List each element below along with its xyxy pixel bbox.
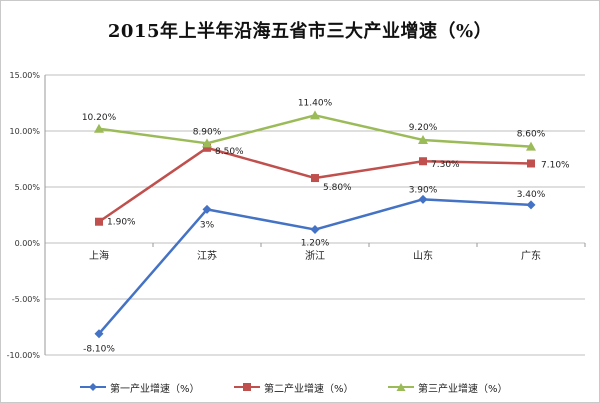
data-point: [526, 200, 536, 210]
data-point: [202, 204, 212, 214]
data-point: [419, 157, 427, 166]
data-label: 5.80%: [323, 183, 352, 193]
data-label: 7.30%: [431, 160, 460, 170]
legend-item-series-1: 第一产业增速（%）: [80, 377, 200, 397]
data-label: 8.60%: [517, 130, 546, 140]
chart-title: 2015年上半年沿海五省市三大产业增速（%）: [107, 21, 493, 42]
series-line: [98, 146, 532, 223]
data-label: 3%: [200, 220, 215, 230]
data-point: [310, 110, 320, 120]
series-line: [98, 198, 532, 335]
y-tick-label: 15.00%: [9, 71, 40, 80]
legend-swatch-triangle: [388, 383, 414, 391]
data-label: 8.90%: [193, 127, 222, 137]
x-tick-label: 江苏: [197, 249, 217, 262]
data-point: [203, 143, 211, 152]
legend-swatch-diamond: [80, 383, 106, 391]
y-tick-label: 5.00%: [15, 183, 41, 192]
data-label: 3.90%: [409, 185, 438, 195]
data-label: -8.10%: [83, 345, 115, 355]
data-label: 8.50%: [215, 147, 244, 157]
x-tick-label: 上海: [89, 249, 109, 262]
data-label: 1.90%: [107, 218, 136, 228]
y-tick-label: 0.00%: [15, 239, 41, 248]
data-point: [526, 141, 536, 151]
data-label: 9.20%: [409, 123, 438, 133]
data-point: [94, 329, 104, 339]
data-label: 7.10%: [541, 160, 570, 170]
data-point: [418, 134, 428, 144]
legend-swatch-square: [234, 383, 260, 391]
data-point: [310, 225, 320, 235]
data-label: 11.40%: [298, 98, 333, 108]
y-tick-label: -5.00%: [12, 295, 41, 304]
y-tick-label: -10.00%: [7, 351, 41, 360]
legend-label-series-2: 第二产业增速（%）: [264, 383, 354, 395]
x-tick-label: 广东: [521, 249, 541, 262]
legend-label-series-1: 第一产业增速（%）: [110, 383, 200, 395]
data-point: [527, 159, 535, 168]
data-point: [95, 217, 103, 226]
data-label: 3.40%: [517, 190, 546, 200]
x-tick-label: 山东: [413, 249, 433, 262]
legend-label-series-3: 第三产业增速（%）: [418, 383, 508, 395]
y-tick-label: 10.00%: [9, 127, 40, 136]
data-label: 10.20%: [82, 113, 117, 123]
legend-item-series-3: 第三产业增速（%）: [388, 377, 508, 397]
data-point: [202, 138, 212, 148]
data-point: [94, 123, 104, 133]
legend: 第一产业增速（%） 第二产业增速（%） 第三产业增速（%）: [0, 377, 600, 397]
data-label: 1.20%: [301, 239, 330, 249]
legend-item-series-2: 第二产业增速（%）: [234, 377, 354, 397]
data-point: [418, 194, 428, 204]
data-point: [311, 174, 319, 183]
x-tick-label: 浙江: [305, 250, 325, 262]
